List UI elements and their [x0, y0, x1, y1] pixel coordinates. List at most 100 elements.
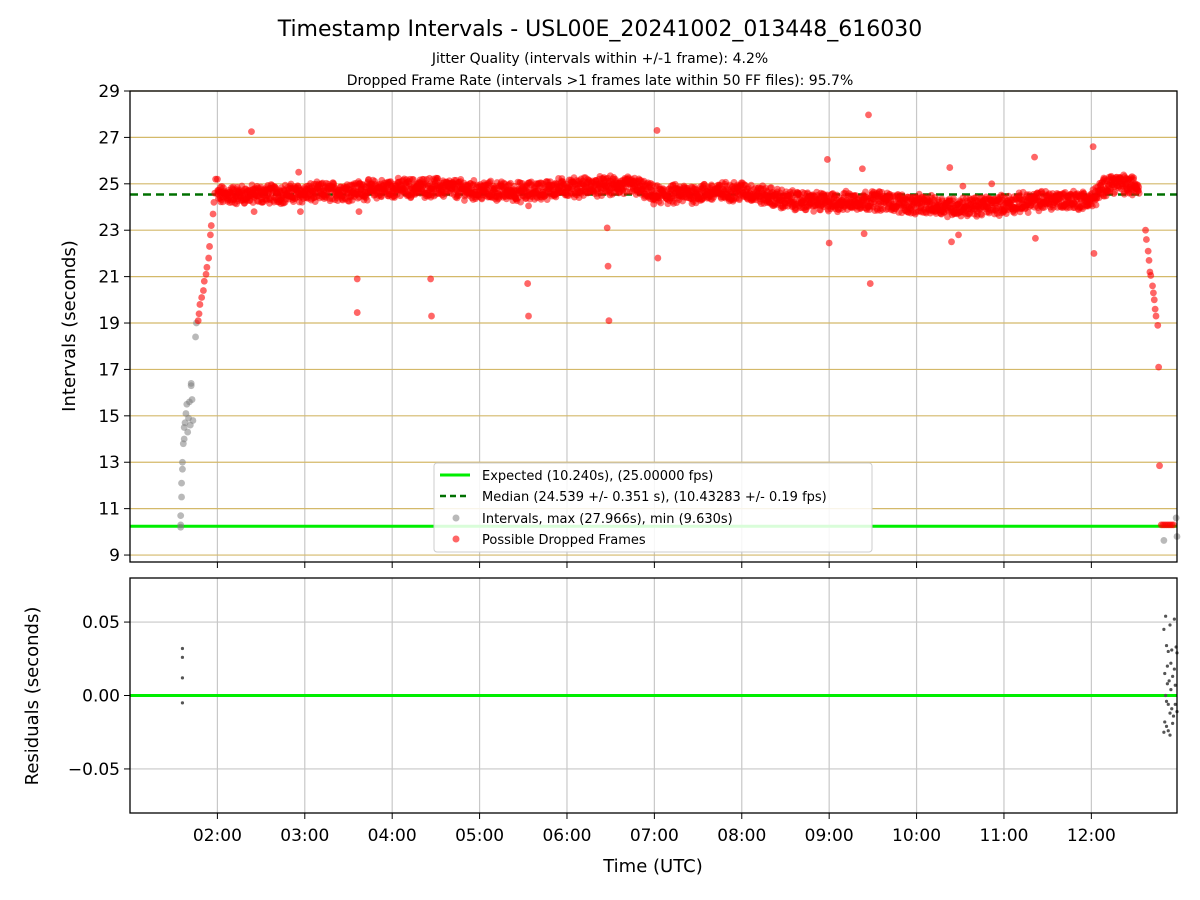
dropped-frame-point — [355, 208, 363, 216]
interval-point — [181, 419, 189, 427]
dropped-frame-point — [198, 294, 206, 301]
top-y-tick-label: 27 — [98, 128, 120, 148]
bottom-ylabel: Residuals (seconds) — [22, 607, 43, 786]
legend: Expected (10.240s), (25.00000 fps) Media… — [433, 462, 873, 553]
interval-point — [177, 521, 185, 529]
dropped-band-point — [517, 198, 524, 206]
dropped-frame-point — [860, 230, 868, 238]
residual-point — [1166, 649, 1170, 654]
dropped-frame-point — [200, 287, 207, 294]
dropped-band-point — [1135, 183, 1143, 191]
dropped-band-point — [862, 188, 869, 196]
dropped-frame-point — [297, 208, 304, 216]
x-tick-label: 02:00 — [193, 826, 242, 846]
residual-point — [1173, 702, 1177, 706]
dropped-frame-point — [295, 168, 303, 176]
x-tick-label: 09:00 — [805, 826, 854, 846]
residual-point — [1167, 679, 1171, 683]
residual-point — [1166, 702, 1170, 706]
residual-point — [180, 676, 185, 680]
dropped-frame-point — [653, 127, 661, 134]
dropped-band-point — [487, 177, 495, 185]
dropped-frame-point — [955, 231, 962, 239]
residual-point — [1164, 724, 1169, 728]
dropped-frame-point — [207, 231, 214, 239]
dropped-frame-point — [948, 238, 955, 246]
residual-point — [180, 655, 185, 659]
dropped-band-point — [950, 195, 957, 203]
dropped-band-point — [978, 211, 986, 219]
residual-point — [1168, 623, 1172, 627]
residual-point — [1170, 648, 1174, 652]
top-y-tick-label: 9 — [109, 546, 120, 566]
top-y-tick-label: 13 — [98, 453, 120, 473]
dropped-frame-point — [211, 189, 219, 197]
residual-point — [1165, 664, 1169, 668]
dropped-frame-point — [1090, 250, 1098, 257]
dropped-frame-point — [524, 280, 532, 287]
residual-point — [1169, 688, 1173, 692]
dropped-frame-point — [427, 275, 435, 283]
dropped-frame-point — [209, 210, 217, 218]
residual-point — [1164, 614, 1168, 618]
dropped-frame-point — [353, 309, 361, 316]
dropped-frame-point — [1155, 363, 1163, 371]
dropped-frame-point — [203, 263, 211, 271]
dropped-band-point — [810, 207, 818, 215]
dropped-frame-point — [1144, 247, 1152, 255]
top-y-tick-label: 19 — [98, 314, 120, 334]
interval-point — [178, 493, 185, 501]
dropped-frame-point — [195, 310, 203, 318]
dropped-frame-point — [248, 128, 255, 136]
dropped-frame-point — [959, 182, 967, 190]
dropped-frame-point — [858, 165, 866, 173]
dropped-frame-point — [1152, 312, 1160, 320]
top-plot-frame — [129, 90, 1178, 563]
dropped-frame-point — [1150, 289, 1157, 297]
dropped-frame-point — [654, 254, 662, 262]
x-tick-label: 08:00 — [717, 826, 766, 846]
dropped-frame-point — [428, 312, 435, 320]
bottom-y-tick-label: 0.05 — [82, 613, 120, 633]
dropped-frame-point — [824, 156, 831, 163]
legend-median-label: Median (24.539 +/- 0.351 s), (10.43283 +… — [482, 490, 827, 505]
residual-point — [1173, 683, 1177, 687]
dropped-frame-point — [207, 222, 215, 229]
residual-point — [1171, 674, 1175, 679]
residual-point — [1164, 693, 1168, 698]
dropped-frame-point — [1154, 321, 1162, 329]
dropped-frame-point — [206, 243, 213, 250]
dropped-frame-point — [1147, 272, 1155, 279]
dropped-frame-point — [196, 301, 204, 308]
legend-dropped-swatch — [452, 535, 460, 543]
residual-point — [180, 646, 185, 651]
dropped-band-point — [1024, 209, 1032, 216]
dropped-frame-point — [865, 111, 872, 119]
dropped-frame-point — [604, 262, 612, 270]
dropped-frame-point — [1143, 236, 1150, 243]
top-y-tick-label: 17 — [98, 360, 120, 380]
interval-point — [180, 435, 188, 443]
top-y-tick-label: 23 — [98, 221, 120, 241]
bottom-scatter-points — [180, 614, 1179, 737]
residual-point — [1172, 617, 1176, 621]
dropped-frame-point — [353, 275, 361, 283]
dropped-frame-point — [605, 317, 613, 325]
x-tick-label: 07:00 — [630, 826, 679, 846]
legend-intervals-label: Intervals, max (27.966s), min (9.630s) — [482, 512, 733, 527]
dropped-frame-point — [1125, 189, 1133, 197]
x-tick-label: 03:00 — [280, 826, 329, 846]
chart-subtitle-jitter: Jitter Quality (intervals within +/-1 fr… — [431, 51, 768, 67]
x-axis-label: Time (UTC) — [602, 856, 703, 877]
residual-point — [1166, 729, 1170, 733]
top-scatter-points — [177, 111, 1181, 544]
chart-title: Timestamp Intervals - USL00E_20241002_01… — [277, 17, 923, 42]
residual-point — [1168, 711, 1172, 715]
dropped-frame-point — [202, 270, 210, 278]
dropped-frame-point — [1142, 226, 1149, 234]
dropped-frame-point — [1156, 462, 1163, 470]
residual-point — [1164, 643, 1169, 648]
dropped-frame-point — [603, 224, 611, 232]
residual-point — [1171, 721, 1175, 726]
dropped-frame-point — [1145, 256, 1153, 264]
